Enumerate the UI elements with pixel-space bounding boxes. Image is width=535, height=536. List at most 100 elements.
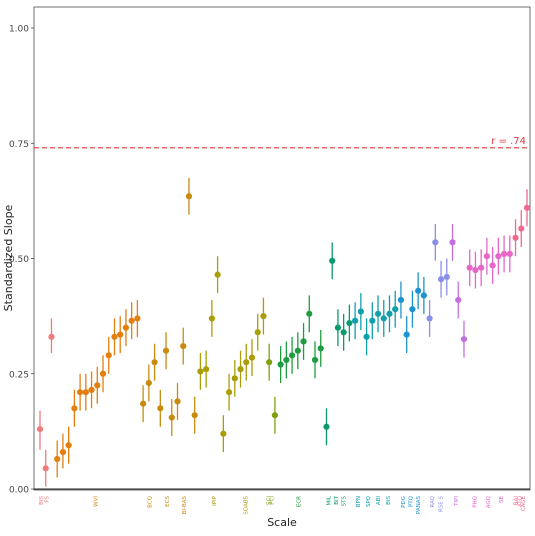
y-axis: 0.00 0.25 0.50 0.75 1.00 (9, 25, 530, 496)
data-point (340, 329, 347, 336)
data-point (203, 366, 210, 373)
x-tick-label: MIL (326, 495, 332, 505)
data-point (88, 386, 95, 393)
data-point (59, 449, 67, 456)
data-point (472, 266, 479, 274)
data-point (460, 336, 468, 343)
data-point (197, 368, 204, 375)
data-point (415, 287, 422, 294)
data-point (346, 319, 353, 327)
data-point (386, 310, 393, 317)
x-tick-label: SPQ (366, 495, 372, 507)
data-point (168, 414, 175, 421)
data-point (432, 239, 439, 246)
data-point (403, 331, 410, 338)
data-point (483, 253, 490, 260)
y-tick-label: 0.00 (9, 486, 29, 496)
data-point (162, 347, 170, 354)
data-point (220, 430, 227, 437)
y-tick-label: 0.75 (9, 140, 29, 150)
data-point (237, 366, 244, 373)
data-point (271, 412, 279, 419)
data-point (277, 361, 284, 368)
plot-panel (33, 6, 531, 491)
x-tick-label: PTQ (408, 495, 414, 507)
y-tick-label: 0.50 (9, 255, 29, 265)
data-point (117, 331, 124, 338)
data-point (380, 315, 387, 322)
x-tick-label: STS (342, 495, 348, 506)
x-tick-label: SCI (267, 496, 273, 505)
data-point (122, 324, 130, 331)
data-point (369, 317, 376, 324)
data-point (294, 347, 301, 354)
data-point (466, 264, 473, 271)
data-point (77, 389, 84, 396)
data-point (260, 313, 267, 320)
data-point (420, 292, 427, 299)
data-point (426, 315, 433, 322)
data-point (254, 329, 261, 336)
data-point (518, 225, 525, 232)
data-point (82, 389, 89, 396)
data-point (36, 425, 44, 433)
x-tick-label: BIT (334, 495, 340, 504)
data-point (317, 345, 324, 352)
data-point (99, 370, 107, 377)
data-point (140, 400, 147, 407)
data-point (48, 333, 55, 340)
data-point (323, 423, 330, 430)
data-point (214, 271, 221, 278)
x-tick-label: CAGE (521, 495, 527, 511)
x-tick-label: BAI (513, 496, 519, 506)
x-tick-label: BIS (39, 495, 45, 504)
data-point (151, 359, 158, 366)
x-tick-label: ABI (376, 496, 382, 506)
data-point (357, 308, 364, 315)
data-point (352, 317, 359, 324)
y-tick-label: 0.25 (9, 370, 29, 380)
data-point (248, 354, 256, 361)
data-point (180, 342, 187, 350)
data-point (128, 317, 135, 324)
data-point (105, 352, 112, 359)
x-tick-label: FS (45, 495, 51, 502)
data-point (94, 382, 101, 389)
data-point (409, 306, 416, 313)
data-point (283, 356, 290, 364)
data-point (374, 310, 382, 317)
reference-line-group: r = .74 (34, 136, 530, 149)
x-tick-label: SOABS (244, 495, 250, 514)
data-point (449, 239, 456, 246)
data-marks (36, 177, 531, 487)
data-point (437, 276, 445, 283)
data-point (334, 324, 342, 331)
data-point (185, 193, 193, 200)
data-point (42, 465, 49, 472)
x-tick-label: BCQ (148, 495, 154, 508)
data-point (54, 455, 61, 463)
data-point (500, 250, 508, 257)
x-tick-label: BI-BAS (182, 495, 188, 514)
data-point (306, 310, 313, 317)
data-point (478, 264, 485, 271)
data-point (363, 333, 370, 340)
data-point (523, 204, 531, 211)
data-point (443, 273, 450, 281)
data-point (489, 262, 496, 269)
x-tick-label: RAQ (430, 495, 436, 507)
data-point (145, 379, 152, 387)
data-point (225, 389, 233, 396)
x-tick-label: ECR (297, 496, 303, 507)
data-point (512, 234, 519, 241)
data-point (266, 359, 273, 366)
data-point (65, 442, 72, 449)
data-point (311, 356, 319, 364)
reference-line-label: r = .74 (491, 136, 526, 147)
data-point (392, 306, 399, 313)
data-point (71, 405, 78, 412)
data-point (455, 296, 462, 304)
